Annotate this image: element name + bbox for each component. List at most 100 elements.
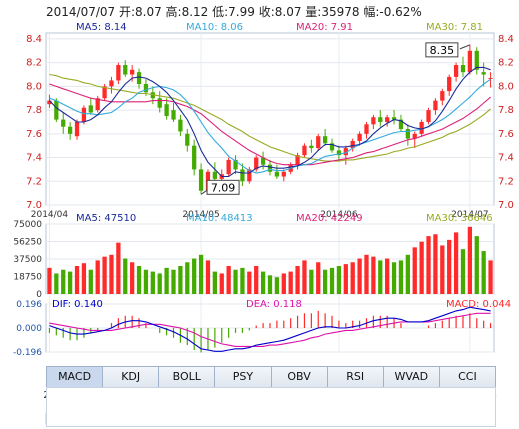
- volume-bar: [467, 226, 473, 294]
- macd-up-label: MACD: 0.044: [446, 299, 511, 310]
- candle-body: [302, 145, 307, 156]
- volume-bar: [157, 273, 162, 294]
- candle-body: [67, 126, 73, 134]
- volume-bar: [364, 254, 369, 294]
- price-ma5-label: MA5: 8.14: [76, 22, 127, 33]
- low-callout-box: [206, 179, 240, 195]
- candle-body: [316, 136, 321, 149]
- candle-body: [74, 121, 80, 137]
- candle-body: [433, 100, 438, 111]
- volume-bar: [102, 256, 107, 294]
- tab-wvad[interactable]: WVAD: [384, 367, 440, 387]
- volume-bar: [323, 269, 328, 294]
- tab-obv[interactable]: OBV: [272, 367, 328, 387]
- volume-ma5-label: MA5: 47510: [76, 213, 136, 224]
- date-tick: 2014/06: [320, 210, 358, 220]
- candle-body: [150, 92, 155, 99]
- candle-body: [212, 171, 217, 179]
- candle-body: [136, 72, 142, 85]
- volume-bar: [398, 260, 404, 294]
- price-tick-right: 8.2: [498, 58, 514, 69]
- volume-bar: [488, 260, 493, 294]
- volume-bar: [357, 258, 362, 294]
- tab-macd[interactable]: MACD: [47, 367, 104, 387]
- tab-boll[interactable]: BOLL: [159, 367, 216, 387]
- volume-bar: [219, 273, 224, 294]
- price-tick-right: 7.0: [498, 200, 514, 211]
- candle-body: [247, 169, 252, 182]
- volume-bar: [226, 266, 231, 294]
- candle-body: [467, 50, 473, 73]
- candle-body: [481, 72, 486, 75]
- price-ma30-label: MA30: 7.81: [426, 22, 483, 33]
- volume-bar: [109, 254, 114, 294]
- tab-psy[interactable]: PSY: [215, 367, 272, 387]
- macd-tick-label: 0.000: [16, 324, 42, 334]
- candle-body: [474, 50, 479, 70]
- candle-body: [130, 69, 135, 75]
- volume-bar: [81, 263, 87, 294]
- tab-cci[interactable]: CCI: [458, 370, 477, 383]
- volume-bar: [205, 260, 211, 294]
- candle-body: [323, 136, 328, 144]
- volume-bar: [385, 258, 390, 294]
- price-tick-right: 8.4: [498, 34, 514, 45]
- volume-bar: [240, 267, 245, 294]
- tab-rsi[interactable]: RSI: [328, 367, 384, 387]
- volume-tick-label: 56250: [13, 238, 42, 248]
- price-ma5-line: [49, 66, 491, 178]
- candle-body: [102, 86, 107, 99]
- low-callout-label: 7.09: [211, 181, 236, 194]
- volume-bar: [288, 271, 293, 294]
- volume-tick-label: 37500: [13, 255, 42, 265]
- candle-body: [398, 119, 404, 130]
- macd-dif-label: DIF: 0.140: [52, 299, 103, 310]
- volume-bar: [343, 264, 348, 294]
- volume-tick-label: 18750: [13, 273, 42, 283]
- volume-bar: [95, 260, 100, 294]
- macd-tick-label: -0.196: [13, 348, 42, 358]
- date-tick: 2014/05: [182, 210, 219, 220]
- price-tick-right: 7.6: [498, 129, 514, 140]
- volume-bar: [371, 256, 376, 294]
- price-tick-left: 8.2: [26, 58, 42, 69]
- candle-body: [233, 159, 238, 170]
- volume-bar: [295, 266, 300, 294]
- candle-body: [295, 155, 300, 165]
- volume-bar: [391, 262, 397, 294]
- price-tick-left: 7.0: [26, 200, 42, 211]
- candle-body: [419, 121, 424, 134]
- candle-body: [178, 119, 183, 132]
- candle-body: [95, 98, 100, 111]
- volume-bar: [267, 275, 273, 294]
- volume-bar: [254, 266, 259, 294]
- price-tick-left: 7.2: [26, 176, 42, 187]
- candle-body: [185, 133, 190, 146]
- candle-body: [88, 105, 93, 113]
- candle-body: [350, 140, 355, 149]
- volume-bar: [116, 242, 121, 294]
- volume-tick-label: 0: [36, 290, 42, 300]
- volume-bar: [481, 251, 486, 294]
- candle-body: [171, 110, 176, 120]
- volume-bar: [453, 232, 459, 294]
- volume-bar: [247, 271, 252, 294]
- volume-bar: [274, 277, 280, 294]
- price-tick-right: 7.2: [498, 176, 514, 187]
- macd-dif-line: [49, 306, 491, 352]
- volume-bar: [74, 266, 80, 294]
- price-tick-left: 8.4: [26, 34, 42, 45]
- candle-body: [47, 100, 52, 105]
- candle-body: [157, 98, 162, 108]
- candle-body: [123, 65, 128, 75]
- candle-body: [329, 143, 335, 151]
- timeline-navigator[interactable]: [46, 387, 496, 427]
- candle-body: [240, 169, 245, 182]
- volume-bar: [143, 269, 149, 294]
- candle-body: [226, 159, 231, 175]
- low-callout-pointer: [200, 189, 208, 195]
- price-tick-right: 7.4: [498, 153, 514, 164]
- tab-kdj[interactable]: KDJ: [103, 367, 160, 387]
- candle-body: [371, 117, 376, 125]
- volume-ma10-label: MA10: 48413: [186, 213, 253, 224]
